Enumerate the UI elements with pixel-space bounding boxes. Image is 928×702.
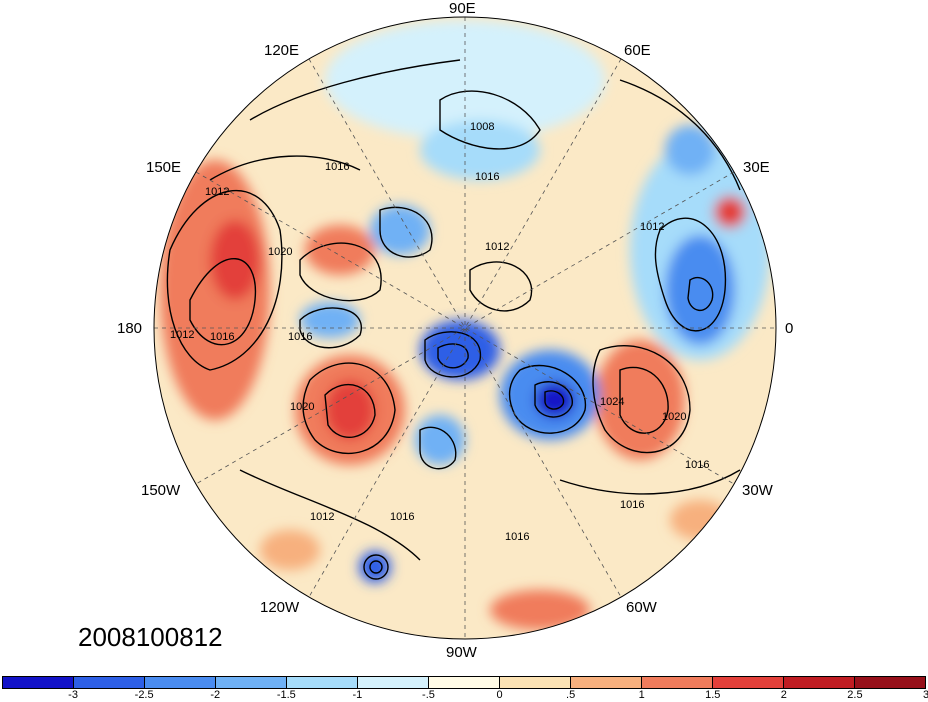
date-label: 2008100812 xyxy=(78,622,223,652)
svg-text:1020: 1020 xyxy=(662,411,686,423)
colorbar-segment xyxy=(713,677,784,688)
colorbar-segment xyxy=(287,677,358,688)
lon-label-60w: 60W xyxy=(626,599,657,616)
colorbar-tick-label: 1 xyxy=(638,689,645,701)
colorbar-segment xyxy=(784,677,855,688)
lon-label-120e: 120E xyxy=(264,42,300,59)
lon-label-180: 180 xyxy=(117,320,143,337)
lon-label-90e: 90E xyxy=(449,0,476,17)
colorbar-segment xyxy=(855,677,925,688)
color-legend-bar xyxy=(2,676,926,689)
lon-label-150w: 150W xyxy=(141,482,181,499)
svg-text:1012: 1012 xyxy=(485,241,509,253)
colorbar-segment xyxy=(145,677,216,688)
colorbar-tick-label: 1.5 xyxy=(705,689,721,701)
colorbar-tick-label: -.5 xyxy=(422,689,435,701)
svg-text:1008: 1008 xyxy=(470,121,494,133)
colorbar-tick-label: 2.5 xyxy=(847,689,863,701)
svg-text:1012: 1012 xyxy=(640,221,664,233)
svg-text:1016: 1016 xyxy=(475,171,499,183)
colorbar-segment xyxy=(429,677,500,688)
lon-label-90w: 90W xyxy=(446,644,477,661)
colorbar-tick-label: -2.5 xyxy=(134,689,154,701)
svg-text:1012: 1012 xyxy=(170,329,194,341)
svg-text:1016: 1016 xyxy=(620,499,644,511)
colorbar-tick-label: -1.5 xyxy=(276,689,296,701)
lon-label-120w: 120W xyxy=(260,599,300,616)
colorbar-tick-label: 3 xyxy=(922,689,928,701)
svg-text:1016: 1016 xyxy=(288,331,312,343)
svg-text:1012: 1012 xyxy=(310,511,334,523)
svg-text:1016: 1016 xyxy=(325,161,349,173)
map-boundary xyxy=(153,16,777,640)
lon-label-60e: 60E xyxy=(624,42,651,59)
svg-text:1012: 1012 xyxy=(205,186,229,198)
lon-label-30e: 30E xyxy=(743,159,770,176)
pressure-contours xyxy=(166,59,741,580)
anomaly-shading xyxy=(160,20,770,630)
colorbar-tick-label: 2 xyxy=(780,689,787,701)
colorbar-segment xyxy=(3,677,74,688)
lon-label-150e: 150E xyxy=(146,159,182,176)
svg-text:1024: 1024 xyxy=(600,396,624,408)
svg-text:1020: 1020 xyxy=(290,401,314,413)
contour-labels: 1008 1016 1016 1012 1012 1020 1012 1016 … xyxy=(170,121,709,543)
colorbar-segment xyxy=(358,677,429,688)
svg-text:1016: 1016 xyxy=(390,511,414,523)
colorbar-segment xyxy=(74,677,145,688)
lon-label-0: 0 xyxy=(785,320,794,337)
colorbar-segment xyxy=(500,677,571,688)
colorbar-segment xyxy=(571,677,642,688)
svg-text:1016: 1016 xyxy=(210,331,234,343)
colorbar-tick-label: 0 xyxy=(496,689,503,701)
lon-label-30w: 30W xyxy=(742,482,773,499)
colorbar-tick-label: -2 xyxy=(210,689,221,701)
colorbar-tick-label: -3 xyxy=(68,689,78,701)
colorbar-tick-label: .5 xyxy=(566,689,576,701)
svg-text:1016: 1016 xyxy=(505,531,529,543)
colorbar-segment xyxy=(642,677,713,688)
svg-text:1016: 1016 xyxy=(685,459,709,471)
colorbar-segment xyxy=(216,677,287,688)
colorbar-tick-label: -1 xyxy=(352,689,363,701)
svg-text:1020: 1020 xyxy=(268,246,292,258)
